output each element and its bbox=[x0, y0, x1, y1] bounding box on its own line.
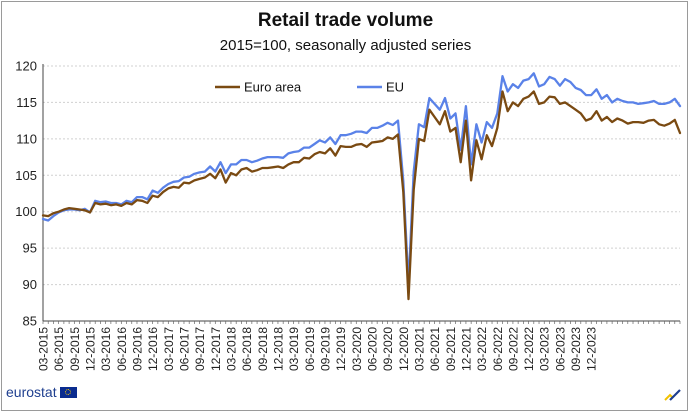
x-tick-label: 12-2022 bbox=[522, 327, 536, 371]
x-tick-label: 06-2017 bbox=[177, 327, 191, 371]
x-tick-label: 03-2016 bbox=[99, 327, 113, 371]
x-tick-label: 06-2018 bbox=[240, 327, 254, 371]
y-tick-label: 120 bbox=[15, 59, 37, 74]
y-axis: 85 90 95 100 105 110 115 120 bbox=[15, 59, 44, 329]
x-tick-label: 06-2020 bbox=[365, 327, 379, 371]
x-tick-label: 03-2018 bbox=[224, 327, 238, 371]
x-tick-label: 09-2019 bbox=[318, 327, 332, 371]
legend-label: Euro area bbox=[244, 80, 302, 95]
x-tick-label: 03-2017 bbox=[162, 327, 176, 371]
x-tick-label: 06-2019 bbox=[303, 327, 317, 371]
x-tick-label: 12-2017 bbox=[209, 327, 223, 371]
series-line-eu bbox=[41, 72, 682, 286]
x-tick-label: 06-2021 bbox=[428, 327, 442, 371]
x-tick-label: 09-2015 bbox=[68, 327, 82, 371]
legend-label: EU bbox=[386, 80, 404, 95]
y-tick-label: 95 bbox=[23, 241, 37, 256]
x-tick-label: 09-2021 bbox=[444, 327, 458, 371]
legend: Euro area EU bbox=[215, 80, 404, 95]
y-tick-label: 115 bbox=[16, 95, 37, 110]
chart-subtitle: 2015=100, seasonally adjusted series bbox=[219, 37, 472, 54]
y-tick-label: 100 bbox=[15, 204, 37, 219]
brand-name: eurostat bbox=[6, 384, 57, 400]
x-tick-label: 09-2016 bbox=[130, 327, 144, 371]
x-tick-label: 03-2015 bbox=[37, 327, 51, 371]
x-tick-label: 03-2023 bbox=[538, 327, 552, 371]
series-line-euro-area bbox=[41, 90, 682, 301]
x-tick-label: 09-2017 bbox=[193, 327, 207, 371]
eurostat-logo: eurostat bbox=[6, 384, 77, 400]
gridlines bbox=[43, 65, 680, 322]
y-tick-label: 90 bbox=[23, 277, 37, 292]
y-tick-label: 85 bbox=[23, 314, 37, 329]
x-axis: 03-2015 06-2015 09-2015 12-2015 03-2016 06-20… bbox=[37, 320, 681, 371]
x-tick-label: 12-2016 bbox=[146, 327, 160, 371]
x-tick-label: 12-2019 bbox=[334, 327, 348, 371]
eu-flag-icon bbox=[59, 386, 77, 398]
x-tick-label: 06-2023 bbox=[553, 327, 567, 371]
x-tick-label: 06-2022 bbox=[491, 327, 505, 371]
x-tick-label: 12-2023 bbox=[585, 327, 599, 371]
x-tick-label: 12-2015 bbox=[83, 327, 97, 371]
x-tick-label: 03-2022 bbox=[475, 327, 489, 371]
x-tick-label: 12-2018 bbox=[271, 327, 285, 371]
x-tick-label: 03-2019 bbox=[287, 327, 301, 371]
x-tick-label: 12-2021 bbox=[459, 327, 473, 371]
x-tick-label: 09-2020 bbox=[381, 327, 395, 371]
chart-title: Retail trade volume bbox=[257, 10, 434, 31]
x-tick-label: 06-2016 bbox=[115, 327, 129, 371]
x-tick-label: 03-2021 bbox=[412, 327, 426, 371]
x-tick-label: 09-2018 bbox=[256, 327, 270, 371]
x-tick-label: 06-2015 bbox=[52, 327, 66, 371]
y-tick-label: 110 bbox=[16, 131, 37, 146]
eurostat-swoosh-icon bbox=[664, 389, 681, 401]
x-tick-label: 12-2020 bbox=[397, 327, 411, 371]
series-lines bbox=[41, 72, 682, 301]
y-tick-label: 105 bbox=[15, 168, 37, 183]
x-tick-label: 09-2022 bbox=[506, 327, 520, 371]
x-tick-label: 03-2020 bbox=[350, 327, 364, 371]
x-tick-label: 09-2023 bbox=[569, 327, 583, 371]
